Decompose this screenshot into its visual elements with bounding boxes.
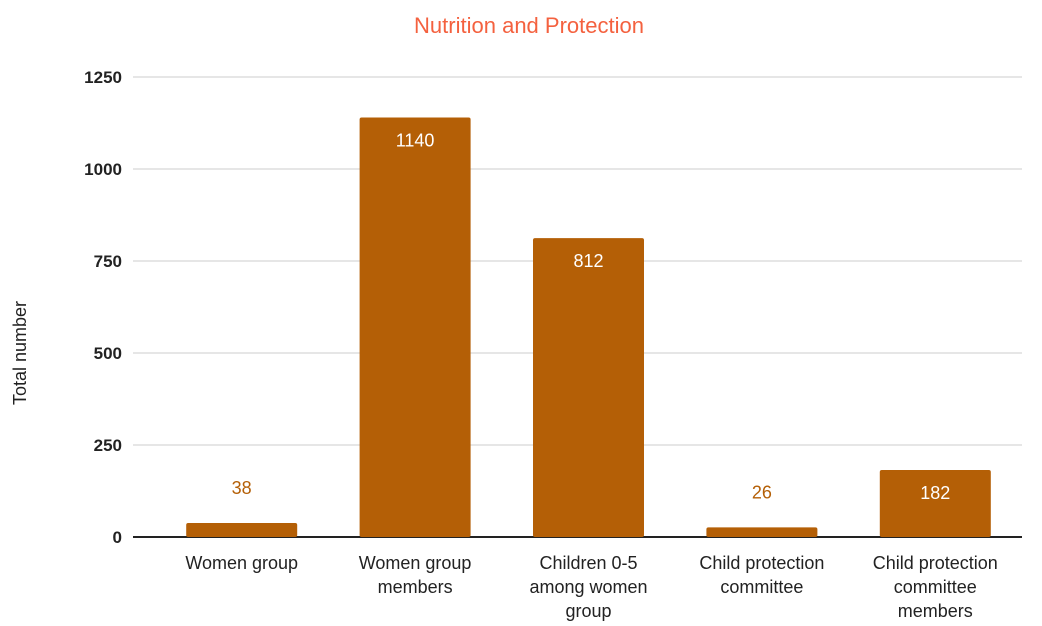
bar bbox=[706, 527, 818, 537]
y-tick-label: 250 bbox=[94, 436, 122, 455]
data-label: 812 bbox=[573, 251, 603, 271]
bar bbox=[533, 238, 644, 537]
x-tick-label: Child protection bbox=[699, 553, 824, 573]
y-tick-label: 1000 bbox=[84, 160, 122, 179]
bars bbox=[186, 117, 991, 537]
y-axis-label: Total number bbox=[10, 301, 30, 405]
y-axis-ticks: 0 250 500 750 1000 1250 bbox=[84, 68, 122, 547]
bar bbox=[186, 523, 298, 537]
x-tick-label: members bbox=[378, 577, 453, 597]
x-tick-label: Child protection bbox=[873, 553, 998, 573]
y-tick-label: 500 bbox=[94, 344, 122, 363]
x-tick-label: committee bbox=[894, 577, 977, 597]
bar bbox=[359, 117, 471, 537]
data-labels: 38 1140 812 26 182 bbox=[232, 130, 951, 503]
y-tick-label: 1250 bbox=[84, 68, 122, 87]
x-tick-label: Women group bbox=[185, 553, 298, 573]
x-tick-label: Children 0-5 bbox=[539, 553, 637, 573]
y-tick-label: 750 bbox=[94, 252, 122, 271]
data-label: 1140 bbox=[396, 130, 435, 150]
data-label: 26 bbox=[752, 482, 772, 502]
x-tick-label: members bbox=[898, 601, 973, 621]
x-tick-label: group bbox=[565, 601, 611, 621]
x-tick-label: among women bbox=[529, 577, 647, 597]
data-label: 182 bbox=[920, 483, 950, 503]
y-tick-label: 0 bbox=[113, 528, 122, 547]
data-label: 38 bbox=[232, 478, 252, 498]
x-tick-label: Women group bbox=[359, 553, 472, 573]
x-axis-ticks: Women group Women group members Children 0-… bbox=[185, 553, 998, 621]
chart-title: Nutrition and Protection bbox=[414, 13, 644, 38]
x-tick-label: committee bbox=[720, 577, 803, 597]
bar bbox=[879, 470, 991, 537]
